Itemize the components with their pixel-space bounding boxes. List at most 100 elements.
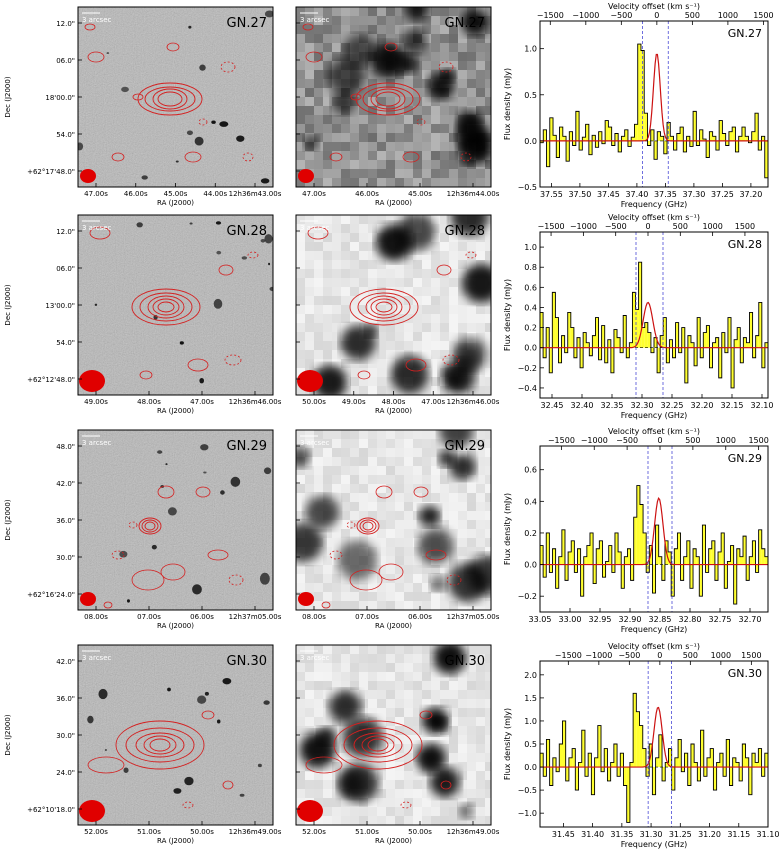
pixel-cell xyxy=(305,717,314,726)
flux-bar xyxy=(702,525,706,565)
contour-line xyxy=(139,292,193,322)
flux-bar xyxy=(676,133,681,141)
flux-bar xyxy=(588,753,592,768)
pixel-cell xyxy=(395,133,404,142)
x-tick-label: 32.15 xyxy=(721,401,744,410)
gaussian-fit xyxy=(540,53,768,142)
pixel-cell xyxy=(368,699,377,708)
pixel-cell xyxy=(413,350,422,359)
flux-bar xyxy=(694,762,698,768)
pixel-cell xyxy=(350,816,359,825)
pixel-cell xyxy=(386,160,395,169)
irac-source xyxy=(340,325,376,361)
pixel-cell xyxy=(359,7,368,16)
flux-bar xyxy=(635,309,639,348)
pixel-cell xyxy=(359,439,368,448)
pixel-cell xyxy=(413,771,422,780)
pixel-cell xyxy=(341,457,350,466)
pixel-cell xyxy=(440,269,449,278)
pixel-cell xyxy=(350,359,359,368)
x-tick-label: 32.20 xyxy=(691,401,714,410)
v-tick-label: −500 xyxy=(618,651,640,660)
pixel-cell xyxy=(341,133,350,142)
flux-bar xyxy=(732,127,736,141)
contour-line xyxy=(343,727,413,763)
pixel-cell xyxy=(314,233,323,242)
pixel-cell xyxy=(413,789,422,798)
x-axis-label: Frequency (GHz) xyxy=(621,625,688,634)
pixel-cell xyxy=(386,287,395,296)
y-tick-label: 0.5 xyxy=(524,91,537,100)
irac-source xyxy=(429,766,461,798)
pixel-cell xyxy=(467,260,476,269)
pixel-cell xyxy=(296,178,305,187)
gaussian-fit xyxy=(540,301,768,349)
pixel-cell xyxy=(359,296,368,305)
irac-source xyxy=(401,28,427,54)
flux-bar xyxy=(723,767,727,777)
flux-bar xyxy=(690,744,695,768)
pixel-cell xyxy=(341,538,350,547)
flux-bar xyxy=(703,767,707,777)
flux-bar xyxy=(726,739,730,768)
pixel-cell xyxy=(404,565,413,574)
galaxy-blob xyxy=(188,25,192,29)
pixel-cell xyxy=(341,511,350,520)
pixel-cell xyxy=(404,260,413,269)
flux-bar xyxy=(674,757,679,768)
pixel-cell xyxy=(440,178,449,187)
pixel-cell xyxy=(440,744,449,753)
pixel-cell xyxy=(314,88,323,97)
contour-line xyxy=(87,756,125,774)
pixel-cell xyxy=(305,323,314,332)
flux-bar xyxy=(578,762,582,768)
flux-bar xyxy=(719,753,724,768)
pixel-cell xyxy=(323,142,332,151)
pixel-cell xyxy=(332,278,341,287)
ra-axis-label: RA (J2000) xyxy=(157,407,194,415)
pixel-cell xyxy=(314,61,323,70)
scale-label: 3 arcsec xyxy=(82,16,111,24)
pixel-cell xyxy=(332,798,341,807)
flux-bar xyxy=(654,140,658,160)
beam-ellipse xyxy=(79,800,105,822)
source-name: GN.27 xyxy=(445,16,485,31)
pixel-cell xyxy=(386,816,395,825)
pixel-cell xyxy=(296,224,305,233)
pixel-cell xyxy=(413,592,422,601)
flux-bar xyxy=(580,347,584,368)
pixel-cell xyxy=(440,260,449,269)
pixel-cell xyxy=(341,359,350,368)
pixel-cell xyxy=(413,744,422,753)
contour-line xyxy=(147,295,185,319)
pixel-cell xyxy=(476,233,485,242)
pixel-cell xyxy=(467,789,476,798)
pixel-cell xyxy=(359,457,368,466)
irac-source xyxy=(433,645,466,674)
x-tick-label: 32.80 xyxy=(679,615,702,624)
pixel-cell xyxy=(395,88,404,97)
pixel-cell xyxy=(323,61,332,70)
pixel-cell xyxy=(413,430,422,439)
flux-bar xyxy=(700,347,704,358)
pixel-cell xyxy=(359,592,368,601)
pixel-cell xyxy=(386,699,395,708)
pixel-cell xyxy=(449,251,458,260)
pixel-cell xyxy=(359,798,368,807)
pixel-cell xyxy=(368,484,377,493)
pixel-cell xyxy=(314,124,323,133)
pixel-cell xyxy=(458,735,467,744)
pixel-cell xyxy=(395,690,404,699)
pixel-cell xyxy=(467,753,476,762)
flux-bar xyxy=(607,339,611,348)
ra-tick-label: 49.00s xyxy=(84,398,108,406)
pixel-cell xyxy=(413,574,422,583)
ra-tick-label: 08.00s xyxy=(84,613,108,621)
pixel-cell xyxy=(476,430,485,439)
pixel-cell xyxy=(350,151,359,160)
pixel-cell xyxy=(386,457,395,466)
pixel-cell xyxy=(377,726,386,735)
pixel-cell xyxy=(476,457,485,466)
ra-tick-label: 12h36m43.00s xyxy=(229,190,282,198)
pixel-cell xyxy=(458,484,467,493)
